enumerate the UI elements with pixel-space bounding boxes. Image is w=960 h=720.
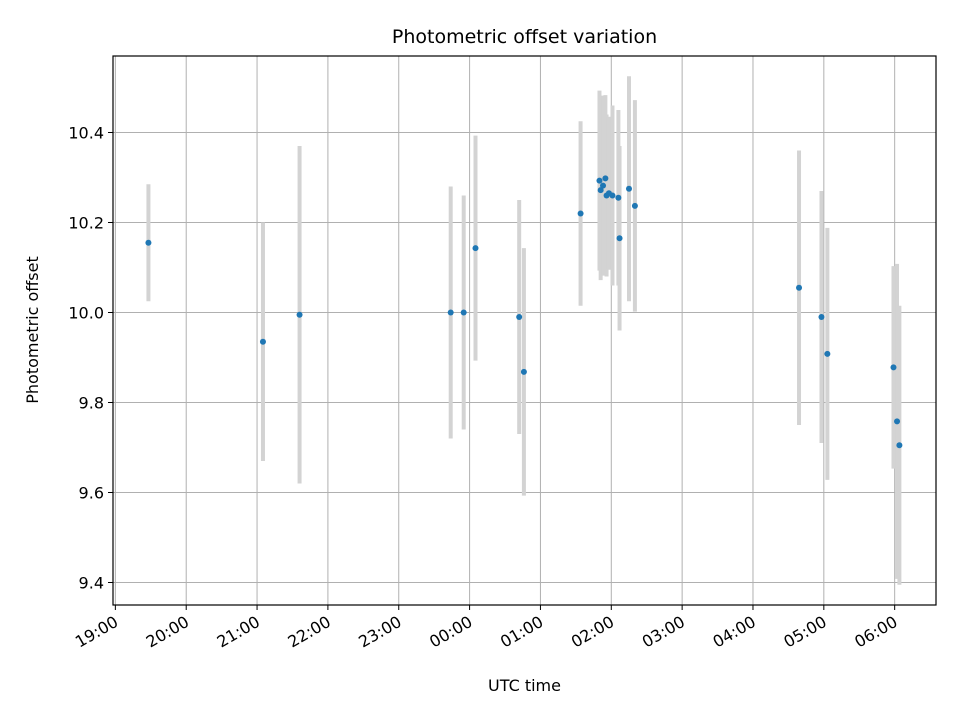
plot-frame [112, 55, 937, 606]
data-point [890, 364, 897, 371]
data-point [520, 368, 527, 375]
data-point [296, 311, 303, 318]
y-axis-label: Photometric offset [23, 256, 42, 404]
data-point [625, 185, 632, 192]
data-point [609, 192, 616, 199]
y-tick-label: 10.4 [68, 124, 104, 143]
data-point [577, 210, 584, 217]
y-axis-ticks: 9.4 9.6 9.8 10.0 10.2 10.4 [68, 124, 113, 593]
y-tick-label: 10.0 [68, 304, 104, 323]
y-tick-label: 9.8 [79, 394, 104, 413]
x-axis-label: UTC time [488, 676, 561, 695]
data-point [796, 284, 803, 291]
y-tick-label: 10.2 [68, 214, 104, 233]
data-point [818, 314, 825, 320]
data-point [615, 194, 622, 201]
data-points [145, 175, 903, 449]
data-point [631, 202, 638, 209]
data-point [894, 418, 901, 425]
data-point [824, 350, 831, 357]
data-point [259, 338, 266, 345]
data-point [145, 239, 152, 246]
data-point [602, 175, 609, 182]
data-point [516, 314, 523, 320]
data-point [596, 177, 603, 184]
data-point [597, 187, 604, 194]
data-point [896, 442, 903, 449]
data-point [460, 309, 467, 316]
data-point [472, 245, 479, 252]
data-point [447, 309, 454, 316]
y-tick-label: 9.4 [79, 574, 104, 593]
data-point [616, 235, 623, 242]
y-tick-label: 9.6 [79, 484, 104, 503]
data-point [600, 182, 607, 189]
chart-title: Photometric offset variation [392, 26, 657, 48]
